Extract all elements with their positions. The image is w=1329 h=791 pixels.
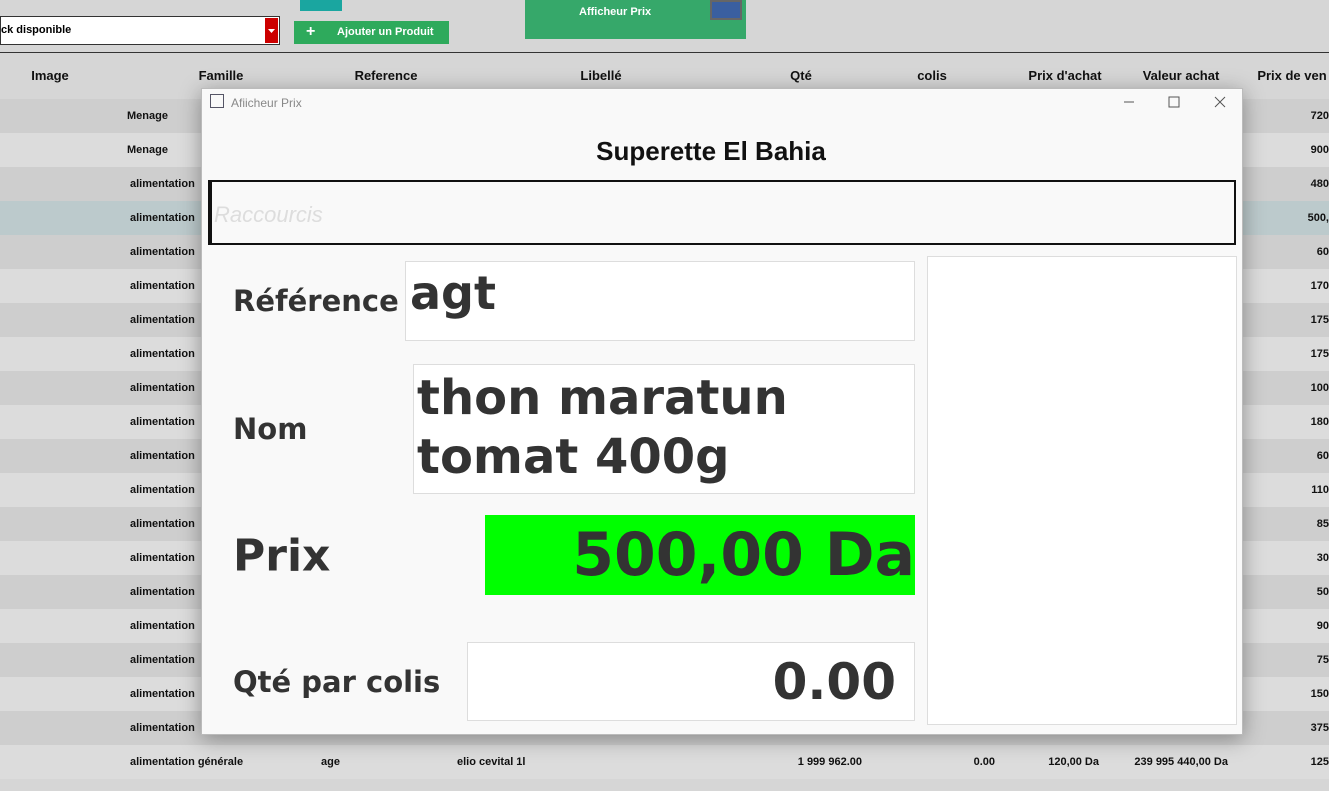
cell-famille: alimentation xyxy=(130,688,195,700)
window-title: Afiicheur Prix xyxy=(231,96,302,110)
prix-value: 500,00 Da xyxy=(485,515,915,595)
cell-prix-vente: 50 xyxy=(1316,586,1329,598)
cell-famille: alimentation xyxy=(130,212,195,224)
cell-famille: Menage xyxy=(127,144,168,156)
cell-famille: alimentation xyxy=(130,416,195,428)
cell-prix-vente: 100 xyxy=(1310,382,1329,394)
stock-dropdown[interactable]: ck disponible xyxy=(0,16,280,45)
cell-famille: alimentation xyxy=(130,280,195,292)
column-header: Qté xyxy=(790,68,812,83)
cell-prix-vente: 30 xyxy=(1316,552,1329,564)
cell-colis: 0.00 xyxy=(973,756,995,768)
placeholder: Raccourcis xyxy=(214,202,323,227)
cell-famille: Menage xyxy=(127,110,168,122)
column-header: Libellé xyxy=(580,68,622,83)
cell-prix-vente: 175 xyxy=(1310,314,1329,326)
prix-label: Prix xyxy=(233,530,331,582)
dropdown-arrow xyxy=(265,18,278,43)
dropdown-text: ck disponible xyxy=(1,24,72,36)
store-name: Superette El Bahia xyxy=(596,136,826,166)
cell-famille: alimentation xyxy=(130,484,195,496)
column-header: Prix de ven xyxy=(1257,68,1327,83)
cell-famille: alimentation xyxy=(130,654,195,666)
cell-famille: alimentation xyxy=(130,552,195,564)
cell-famille: alimentation xyxy=(130,586,195,598)
cell-libelle: elio cevital 1l xyxy=(457,756,526,768)
close[interactable] xyxy=(1214,96,1226,108)
header-border xyxy=(0,52,1329,53)
cell-valeur-achat: 239 995 440,00 Da xyxy=(1134,756,1228,768)
monitor-icon xyxy=(710,0,742,20)
cell-prix-vente: 170 xyxy=(1310,280,1329,292)
window-controls xyxy=(1124,96,1226,108)
cell-famille: alimentation xyxy=(130,450,195,462)
cell-prix-vente: 500, xyxy=(1307,212,1329,224)
app-icon xyxy=(210,94,224,108)
add-product-button[interactable]: + Ajouter un Produit xyxy=(294,21,449,44)
cell-reference: age xyxy=(321,756,340,768)
cell-famille: alimentation générale xyxy=(130,756,244,768)
column-header: colis xyxy=(917,68,947,83)
cell-prix-achat: 120,00 Da xyxy=(1048,756,1099,768)
cell-prix-vente: 175 xyxy=(1310,348,1329,360)
reference-label: Référence xyxy=(233,284,399,318)
cell-prix-vente: 125 xyxy=(1310,756,1329,768)
cell-famille: alimentation xyxy=(130,722,195,734)
search-input[interactable]: Raccourcis xyxy=(208,180,1236,245)
nom-value: thon maratun tomat 400g xyxy=(413,364,915,494)
cell-prix-vente: 480 xyxy=(1310,178,1329,190)
cell-famille: alimentation xyxy=(130,382,195,394)
cell-prix-vente: 60 xyxy=(1316,246,1329,258)
cell-prix-vente: 900 xyxy=(1310,144,1329,156)
column-header: Valeur achat xyxy=(1142,68,1220,83)
qte-colis-label: Qté par colis xyxy=(233,665,441,699)
cell-prix-vente: 90 xyxy=(1316,620,1329,632)
cell-famille: alimentation xyxy=(130,518,195,530)
qte-colis-value: 0.00 xyxy=(467,642,915,721)
plus-icon: + xyxy=(306,23,316,40)
cell-famille: alimentation xyxy=(130,246,195,258)
search-button[interactable] xyxy=(300,0,342,11)
cell-prix-vente: 75 xyxy=(1316,654,1329,666)
reference-value: agt xyxy=(405,261,915,341)
button-label: Afficheur Prix xyxy=(579,6,652,18)
column-header: Prix d'achat xyxy=(1028,68,1102,83)
maximize[interactable] xyxy=(1168,96,1180,108)
cell-prix-vente: 85 xyxy=(1316,518,1329,530)
cell-qte: 1 999 962.00 xyxy=(797,756,862,768)
image-panel xyxy=(927,256,1237,725)
cell-prix-vente: 150 xyxy=(1310,688,1329,700)
cell-prix-vente: 180 xyxy=(1310,416,1329,428)
cell-famille: alimentation xyxy=(130,314,195,326)
cell-famille: alimentation xyxy=(130,348,195,360)
cell-prix-vente: 60 xyxy=(1316,450,1329,462)
price-display-button[interactable]: Afficheur Prix xyxy=(525,0,746,39)
nom-label: Nom xyxy=(233,412,308,446)
cell-prix-vente: 110 xyxy=(1311,484,1329,496)
button-label: Ajouter un Produit xyxy=(337,26,434,38)
cell-prix-vente: 720 xyxy=(1310,110,1329,122)
arrow-icon xyxy=(268,29,275,33)
column-header: Famille xyxy=(198,68,244,83)
column-header: Image xyxy=(31,68,69,83)
cell-famille: alimentation xyxy=(130,620,195,632)
cell-famille: alimentation xyxy=(130,178,195,190)
column-header: Reference xyxy=(354,68,418,83)
table-row xyxy=(0,745,1329,779)
cell-prix-vente: 375 xyxy=(1310,722,1329,734)
